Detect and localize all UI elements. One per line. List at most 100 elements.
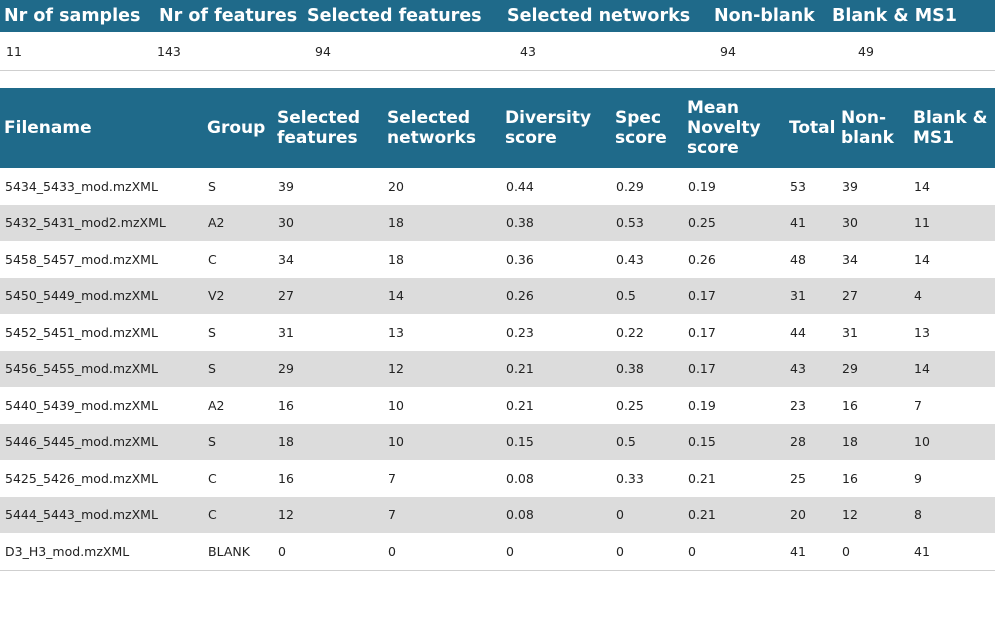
cell-selected-networks: 7 — [388, 470, 396, 486]
cell-non-blank: 16 — [842, 397, 858, 413]
cell-group: BLANK — [203, 533, 273, 571]
cell-mean-novelty-score: 0.17 — [683, 277, 785, 314]
cell-total: 44 — [790, 324, 806, 340]
cell-mean-novelty-score: 0.21 — [683, 496, 785, 533]
header-blank-ms1: Blank & MS1 — [909, 88, 995, 168]
cell-spec-score: 0.25 — [616, 397, 644, 413]
cell-total: 53 — [790, 178, 806, 194]
cell-group: C — [208, 470, 217, 486]
cell-spec-score: 0.53 — [611, 204, 683, 241]
cell-filename: 5446_5445_mod.mzXML — [0, 423, 203, 460]
cell-diversity-score: 0.08 — [501, 496, 611, 533]
cell-group: A2 — [203, 204, 273, 241]
cell-spec-score: 0.22 — [616, 324, 644, 340]
cell-diversity-score: 0.36 — [506, 251, 534, 267]
cell-blank-ms1: 14 — [914, 178, 930, 194]
table-row: 5425_5426_mod.mzXML C 16 7 0.08 0.33 0.21 25 16 9 — [0, 460, 995, 497]
cell-total: 25 — [790, 470, 806, 486]
cell-selected-features: 0 — [273, 533, 383, 571]
cell-non-blank: 29 — [837, 350, 909, 387]
header-mean-novelty-score: Mean Novelty score — [683, 88, 785, 168]
cell-diversity-score: 0.23 — [506, 324, 534, 340]
table-row: 5458_5457_mod.mzXML C 34 18 0.36 0.43 0.26 48 34… — [0, 241, 995, 278]
cell-spec-score: 0 — [611, 496, 683, 533]
cell-selected-networks: 14 — [383, 277, 501, 314]
cell-mean-novelty-score: 0.17 — [683, 350, 785, 387]
header-diversity-score: Diversity score — [501, 88, 611, 168]
cell-selected-networks: 10 — [388, 397, 404, 413]
cell-blank-ms1: 10 — [909, 423, 995, 460]
summary-header-row: Nr of samples Nr of features Selected fe… — [0, 0, 995, 32]
cell-total: 41 — [785, 533, 837, 571]
header-spec-score: Spec score — [611, 88, 683, 168]
cell-spec-score: 0.29 — [616, 178, 644, 194]
header-non-blank: Non-blank — [837, 88, 909, 168]
cell-diversity-score: 0.38 — [501, 204, 611, 241]
cell-filename: 5458_5457_mod.mzXML — [5, 251, 158, 267]
cell-blank-ms1: 4 — [909, 277, 995, 314]
value-selected-networks: 43 — [503, 32, 710, 71]
header-selected-features: Selected features — [273, 88, 383, 168]
cell-blank-ms1: 8 — [909, 496, 995, 533]
header-nr-of-samples: Nr of samples — [0, 0, 155, 32]
cell-filename: 5434_5433_mod.mzXML — [5, 178, 158, 194]
cell-total: 48 — [790, 251, 806, 267]
cell-non-blank: 12 — [837, 496, 909, 533]
cell-selected-features: 30 — [273, 204, 383, 241]
cell-total: 41 — [785, 204, 837, 241]
cell-mean-novelty-score: 0.17 — [688, 324, 716, 340]
value-nr-of-features: 143 — [155, 32, 303, 71]
cell-filename: 5456_5455_mod.mzXML — [0, 350, 203, 387]
header-group: Group — [203, 88, 273, 168]
cell-group: S — [203, 350, 273, 387]
table-row: 5446_5445_mod.mzXML S 18 10 0.15 0.5 0.15 28 18 1… — [0, 423, 995, 460]
cell-selected-features: 29 — [273, 350, 383, 387]
header-selected-networks: Selected networks — [383, 88, 501, 168]
cell-spec-score: 0 — [611, 533, 683, 571]
value-nr-of-samples: 11 — [0, 32, 155, 71]
cell-blank-ms1: 41 — [909, 533, 995, 571]
cell-diversity-score: 0 — [501, 533, 611, 571]
cell-non-blank: 18 — [837, 423, 909, 460]
cell-selected-networks: 10 — [383, 423, 501, 460]
cell-selected-features: 18 — [273, 423, 383, 460]
cell-selected-networks: 18 — [383, 204, 501, 241]
cell-non-blank: 16 — [842, 470, 858, 486]
cell-diversity-score: 0.08 — [506, 470, 534, 486]
cell-selected-networks: 18 — [388, 251, 404, 267]
cell-filename: D3_H3_mod.mzXML — [0, 533, 203, 571]
table-row: 5432_5431_mod2.mzXML A2 30 18 0.38 0.53 0.25 41… — [0, 204, 995, 241]
value-non-blank: 94 — [710, 32, 828, 71]
cell-mean-novelty-score: 0.15 — [683, 423, 785, 460]
cell-filename: 5425_5426_mod.mzXML — [5, 470, 158, 486]
cell-non-blank: 30 — [837, 204, 909, 241]
cell-spec-score: 0.43 — [616, 251, 644, 267]
cell-spec-score: 0.5 — [611, 277, 683, 314]
cell-diversity-score: 0.44 — [506, 178, 534, 194]
cell-spec-score: 0.33 — [616, 470, 644, 486]
cell-filename: 5452_5451_mod.mzXML — [5, 324, 158, 340]
cell-diversity-score: 0.26 — [501, 277, 611, 314]
cell-mean-novelty-score: 0.21 — [688, 470, 716, 486]
cell-total: 28 — [785, 423, 837, 460]
cell-selected-networks: 12 — [383, 350, 501, 387]
cell-group: C — [208, 251, 217, 267]
summary-table: Nr of samples Nr of features Selected fe… — [0, 0, 995, 71]
cell-group: V2 — [203, 277, 273, 314]
cell-non-blank: 31 — [842, 324, 858, 340]
table-row: 5452_5451_mod.mzXML S 31 13 0.23 0.22 0.17 44 31… — [0, 314, 995, 351]
cell-mean-novelty-score: 0.25 — [683, 204, 785, 241]
cell-selected-features: 12 — [273, 496, 383, 533]
cell-filename: 5444_5443_mod.mzXML — [0, 496, 203, 533]
cell-blank-ms1: 7 — [914, 397, 922, 413]
cell-mean-novelty-score: 0.26 — [688, 251, 716, 267]
cell-group: S — [208, 178, 216, 194]
cell-non-blank: 27 — [837, 277, 909, 314]
cell-selected-networks: 13 — [388, 324, 404, 340]
table-row: 5450_5449_mod.mzXML V2 27 14 0.26 0.5 0.17 31 27… — [0, 277, 995, 314]
cell-blank-ms1: 14 — [914, 251, 930, 267]
header-total: Total — [785, 88, 837, 168]
cell-group: S — [208, 324, 216, 340]
cell-mean-novelty-score: 0.19 — [688, 178, 716, 194]
cell-non-blank: 39 — [842, 178, 858, 194]
